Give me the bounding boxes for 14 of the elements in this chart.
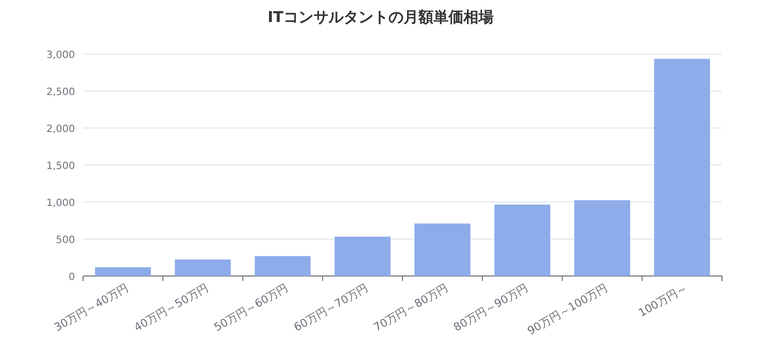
x-tick-label: 70万円～80万円 [372,281,450,334]
x-tick-label: 30万円～40万円 [52,281,130,334]
x-tick-label: 100万円～ [636,281,690,320]
y-tick-label: 2,000 [46,124,75,135]
x-tick-label: 50万円～60万円 [212,281,290,334]
y-tick-label: 0 [68,272,75,283]
chart-title: ITコンサルタントの月額単価相場 [268,8,494,26]
y-tick-label: 2,500 [46,87,75,98]
y-tick-label: 1,000 [46,198,75,209]
y-tick-label: 3,000 [46,50,75,61]
y-tick-label: 500 [56,235,75,246]
y-tick-label: 1,500 [46,161,75,172]
x-tick-label: 40万円～50万円 [132,281,210,334]
x-tick-label: 60万円～70万円 [292,281,370,334]
